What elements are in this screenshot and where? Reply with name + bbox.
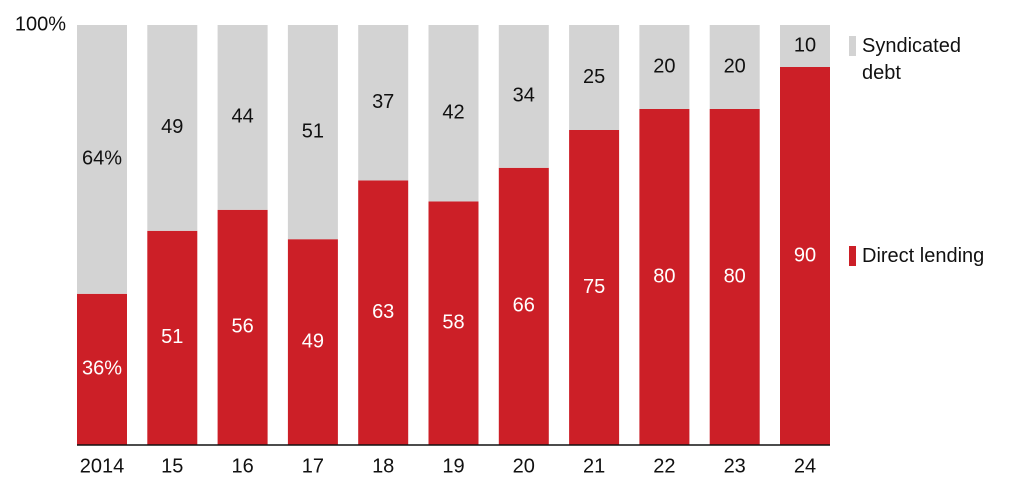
bar-segment — [498, 167, 549, 446]
bar-segment — [569, 130, 620, 445]
legend-label: Syndicated debt — [862, 35, 961, 84]
value-label: 49 — [161, 116, 183, 138]
value-label: 34 — [513, 85, 535, 107]
bar-segment — [428, 25, 479, 202]
value-label: 66 — [513, 295, 535, 317]
x-tick-label: 2014 — [80, 455, 125, 477]
x-tick-label: 19 — [442, 455, 464, 477]
value-label: 51 — [302, 120, 324, 142]
value-label: 10 — [794, 34, 816, 56]
bar-segment — [639, 25, 690, 109]
value-label: 75 — [583, 276, 605, 298]
value-label: 42 — [442, 101, 464, 123]
bar-segment — [358, 180, 409, 445]
x-tick-label: 22 — [653, 455, 675, 477]
bar-segment — [77, 293, 127, 445]
value-label: 25 — [583, 66, 605, 88]
legend-label: Direct lending — [862, 245, 985, 267]
bar-segment — [77, 25, 127, 294]
value-label: 56 — [231, 316, 253, 338]
bar-segment — [569, 25, 620, 130]
value-label: 49 — [302, 330, 324, 352]
x-tick-label: 18 — [372, 455, 394, 477]
bar-segment — [287, 25, 338, 240]
legend-swatch — [849, 246, 856, 266]
value-label: 64% — [82, 148, 122, 170]
x-tick-label: 21 — [583, 455, 605, 477]
x-tick-label: 24 — [794, 455, 816, 477]
value-label: 20 — [724, 55, 746, 77]
bar-segment — [709, 25, 760, 109]
value-label: 37 — [372, 91, 394, 113]
bar-segment — [639, 109, 690, 445]
x-tick-label: 23 — [724, 455, 746, 477]
bar-segment — [147, 25, 198, 231]
value-label: 80 — [724, 265, 746, 287]
bar-segment — [428, 201, 479, 445]
value-label: 90 — [794, 244, 816, 266]
value-label: 63 — [372, 301, 394, 323]
value-label: 51 — [161, 326, 183, 348]
bar-segment — [217, 25, 268, 210]
y-tick-label: 100% — [15, 13, 66, 35]
value-label: 58 — [442, 311, 464, 333]
x-tick-label: 20 — [513, 455, 535, 477]
bar-segment — [217, 209, 268, 445]
x-tick-label: 17 — [302, 455, 324, 477]
legend-swatch — [849, 36, 856, 56]
value-label: 80 — [653, 265, 675, 287]
bar-segment — [780, 25, 830, 67]
bar-segment — [780, 67, 830, 445]
x-tick-label: 15 — [161, 455, 183, 477]
value-label: 36% — [82, 358, 122, 380]
bar-segment — [358, 25, 409, 181]
value-label: 20 — [653, 55, 675, 77]
bar-segment — [147, 230, 198, 445]
x-tick-label: 16 — [231, 455, 253, 477]
bar-segment — [498, 25, 549, 168]
bar-segment — [709, 109, 760, 445]
bar-segment — [287, 239, 338, 445]
value-label: 44 — [231, 106, 253, 128]
